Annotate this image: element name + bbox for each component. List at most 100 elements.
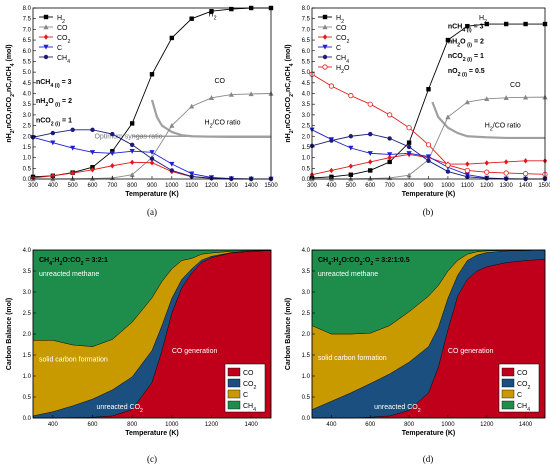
marker-co [248,91,254,97]
legend-swatch [501,378,515,388]
condition-label: nO2 (i) = 0.5 [448,68,485,78]
marker-c [425,154,432,160]
y-tick-label: 2.0 [23,332,32,338]
marker-h2 [523,21,528,27]
x-tick-label: 800 [127,183,138,189]
legend-swatch [227,367,241,377]
y-tick-label: 1.5 [23,145,32,151]
y-tick-label: 1.5 [302,145,311,151]
y-tick-label: 2.5 [302,311,311,317]
legend-entry: CO [336,25,347,32]
panel-caption: (c) [147,454,157,464]
region-label: CO generation [172,348,218,355]
y-tick-label: 0.0 [23,177,32,183]
legend-entry: CO [243,370,254,377]
x-tick-label: 1100 [461,183,475,189]
y-tick-label: 3.5 [23,269,32,275]
region-label: solid carbon formation [318,355,387,362]
x-tick-label: 700 [385,183,396,189]
x-axis-title: Temperature (K) [402,191,456,198]
marker-co2 [329,167,334,174]
y-axis-title: Carbon Balance (mol) [6,298,13,370]
legend-entry: C [243,392,248,399]
legend-marker [43,44,49,50]
y-tick-label: 0.5 [302,395,311,401]
region-label: unreacted methane [318,271,378,278]
legend-entry: C [517,392,522,399]
y-tick-label: 1.0 [23,156,32,162]
legend-marker [322,44,328,50]
legend-marker [322,54,328,60]
y-tick-label: 4.0 [23,92,32,98]
x-tick-label: 800 [127,422,138,428]
legend-entry: CO [57,25,68,32]
inline-label: H2 [479,15,487,25]
x-tick-label: 1000 [165,183,179,189]
inline-label: H2 [209,12,217,22]
x-tick-label: 400 [326,422,337,428]
y-tick-label: 7.0 [302,27,311,33]
marker-c [169,161,175,167]
x-tick-label: 1100 [185,183,199,189]
marker-h2o [503,170,509,176]
x-tick-label: 1400 [519,422,533,428]
marker-c [348,145,354,151]
panel-caption: (b) [423,207,434,217]
legend-marker [43,34,49,40]
ratio-curve [431,101,545,140]
x-axis-title: Temperature (K) [402,430,456,437]
legend-entry: CH4 [336,55,349,65]
marker-h2 [129,121,135,126]
y-tick-label: 2.5 [23,311,32,317]
x-tick-label: 1000 [441,183,455,189]
y-tick-label: 0.0 [302,416,311,422]
marker-c [109,151,115,156]
y-tick-label: 4.5 [23,81,32,87]
x-tick-label: 1000 [441,422,455,428]
inline-label: H2/CO ratio [205,119,241,129]
inline-label: H2/CO ratio [485,123,521,133]
legend-marker [43,24,49,30]
marker-c [189,171,195,177]
marker-h2o [522,171,529,177]
legend-entry: CH4 [517,403,530,413]
chart-title: CH4:H2O:CO2 = 3:2:1 [39,257,108,267]
marker-co [503,95,509,100]
marker-h2 [387,159,392,165]
region-label: unreacted CO2 [96,404,143,414]
marker-co2 [387,154,392,161]
legend-entry: CO2 [517,381,531,391]
marker-ch4 [387,136,392,141]
marker-ch4 [368,131,373,137]
marker-co [169,122,175,128]
marker-co2 [129,159,135,166]
y-tick-label: 6.5 [302,38,311,44]
marker-h2 [484,21,489,27]
marker-h2o [348,93,354,99]
y-tick-label: 6.5 [23,38,32,44]
x-tick-label: 500 [346,183,357,189]
marker-co2 [368,159,373,165]
x-tick-label: 1300 [225,183,239,189]
marker-ch4 [70,127,75,133]
x-tick-label: 600 [87,422,98,428]
legend-swatch [227,389,241,399]
marker-h2 [368,168,373,173]
legend-entry: CH4 [243,403,256,413]
x-tick-label: 1500 [538,183,550,189]
y-tick-label: 2.0 [302,134,311,140]
chart-a: Optimum syngas ratioH2COCO2CCH4H2COH2/CO… [6,5,278,217]
legend-entry: H2 [57,15,65,25]
panel-caption: (a) [147,207,157,217]
y-tick-label: 3.0 [23,113,32,119]
marker-c [89,150,96,155]
marker-co2 [149,160,155,166]
y-axis-title: nH2,nCO,nCO2,nC,nCH4 (mol) [285,44,295,142]
y-tick-label: 3.5 [23,102,32,108]
legend-marker [43,14,49,20]
marker-co [189,103,195,109]
marker-h2o [367,101,373,107]
y-tick-label: 1.0 [302,374,311,380]
marker-c [387,152,393,158]
